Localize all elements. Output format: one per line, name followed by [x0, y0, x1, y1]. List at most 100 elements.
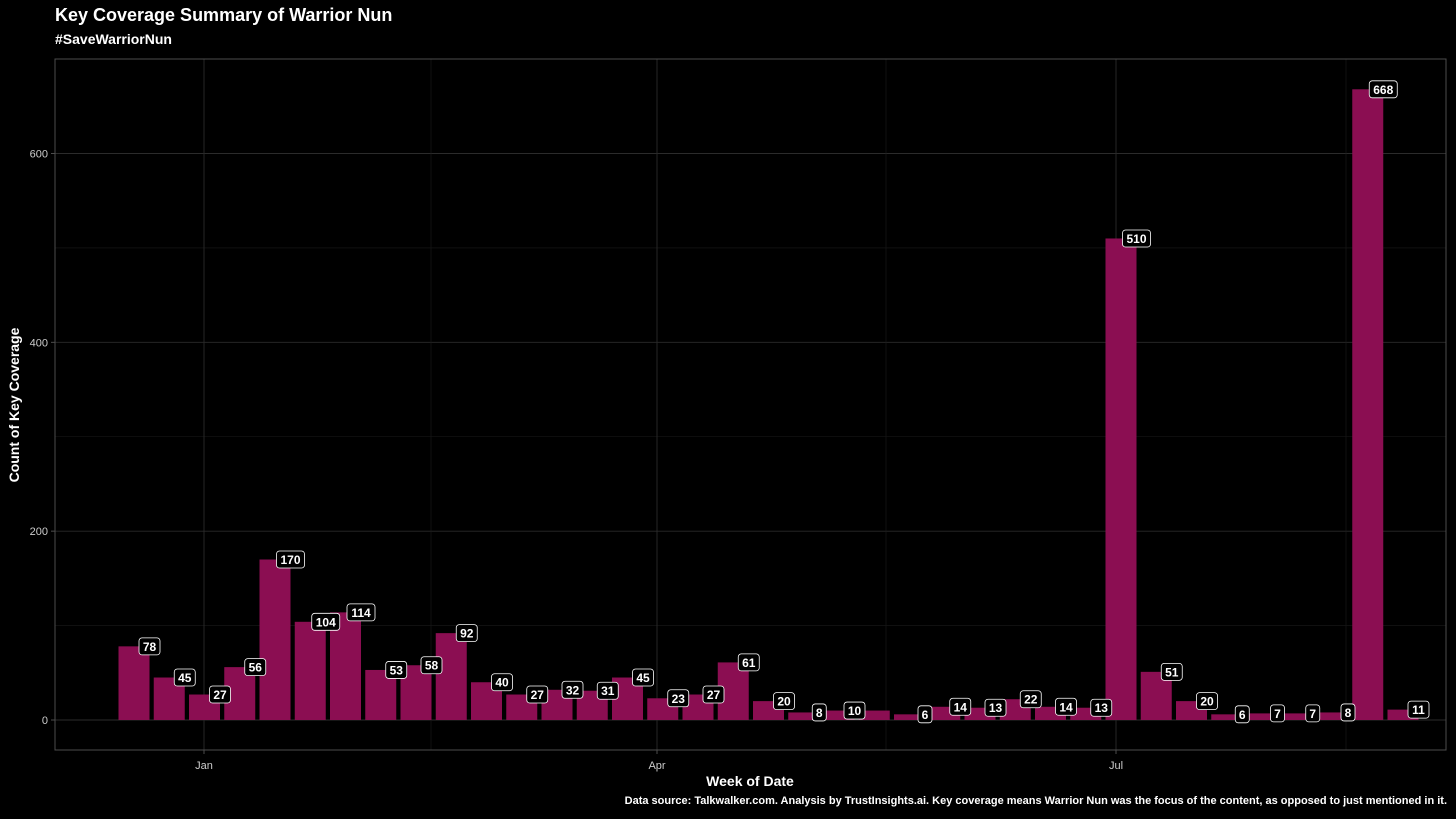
bar-value-label: 510	[1122, 229, 1151, 248]
x-axis-title: Week of Date	[706, 773, 794, 789]
axes: 0 200 400 600 Jan Apr Jul	[30, 149, 1123, 773]
label-box	[385, 661, 408, 679]
bar-value-label: 8	[811, 703, 827, 722]
bar-value-label: 114	[346, 603, 376, 622]
bar-value-label: 78	[138, 637, 161, 656]
label-box	[526, 685, 549, 704]
label-text: 510	[1126, 232, 1146, 246]
label-box	[1340, 703, 1356, 722]
label-box	[596, 681, 619, 700]
bar-value-label: 56	[244, 658, 267, 677]
label-text: 7	[1274, 707, 1281, 721]
label-box	[455, 624, 478, 643]
label-text: 14	[1059, 700, 1073, 714]
x-tick-label: Apr	[648, 760, 665, 772]
chart-caption: Data source: Talkwalker.com. Analysis by…	[624, 795, 1447, 807]
bar-value-label: 53	[385, 661, 408, 679]
bar-value-label: 14	[949, 697, 972, 716]
label-text: 6	[922, 708, 929, 722]
bar-value-label: 14	[1055, 697, 1077, 716]
x-tick-label: Jan	[195, 760, 213, 772]
label-box	[1090, 698, 1113, 717]
label-box	[1160, 662, 1183, 681]
label-box	[917, 705, 933, 724]
x-tick-label: Jul	[1109, 760, 1123, 772]
chart-subtitle: #SaveWarriorNun	[55, 31, 172, 47]
label-text: 20	[1200, 695, 1214, 709]
plot-panel-border	[54, 58, 1447, 751]
bar-value-label: 27	[702, 685, 725, 704]
bar	[1387, 709, 1419, 720]
label-text: 20	[777, 695, 791, 709]
y-tick-label: 200	[30, 526, 48, 538]
bar-value-label: 92	[455, 624, 478, 643]
label-text: 61	[742, 656, 756, 670]
label-text: 51	[1165, 665, 1179, 679]
bars	[118, 89, 1419, 720]
bar-value-label: 13	[1090, 698, 1113, 717]
label-text: 56	[249, 661, 263, 675]
bar-value-label: 51	[1160, 662, 1183, 681]
bar-value-label: 40	[491, 673, 513, 692]
label-text: 27	[213, 688, 227, 702]
label-box	[561, 680, 584, 699]
bar-value-label: 8	[1340, 703, 1356, 722]
bar-value-label: 6	[917, 705, 933, 724]
label-text: 23	[672, 692, 686, 706]
bar	[788, 712, 820, 720]
bar	[435, 633, 467, 720]
label-text: 45	[636, 671, 650, 685]
y-tick-label: 400	[30, 337, 48, 349]
label-text: 6	[1239, 708, 1246, 722]
label-text: 45	[178, 671, 192, 685]
bar	[858, 710, 890, 720]
bar-value-label: 20	[773, 692, 795, 711]
bar-value-label: 32	[561, 680, 584, 699]
label-text: 53	[390, 663, 404, 677]
label-box	[984, 698, 1007, 717]
y-tick-label: 600	[30, 149, 48, 161]
label-text: 104	[316, 615, 336, 629]
label-box	[276, 550, 305, 569]
bar-value-label: 170	[276, 550, 305, 569]
label-box	[773, 692, 795, 711]
label-box	[811, 703, 827, 722]
label-box	[667, 689, 690, 708]
label-text: 10	[848, 704, 862, 718]
label-box	[420, 656, 443, 675]
label-text: 40	[495, 676, 509, 690]
label-box	[843, 701, 866, 720]
bar	[1211, 714, 1243, 720]
label-box	[209, 685, 231, 704]
bar-value-label: 27	[526, 685, 549, 704]
bar-value-label: 11	[1407, 700, 1430, 719]
bar	[894, 714, 925, 720]
label-text: 114	[351, 606, 371, 620]
label-box	[1368, 80, 1398, 99]
bar-value-label: 7	[1305, 704, 1321, 723]
y-axis-title: Count of Key Coverage	[6, 327, 22, 482]
y-tick-label: 0	[42, 715, 48, 727]
bar-value-label: 10	[843, 701, 866, 720]
label-text: 13	[1095, 701, 1109, 715]
bar-value-label: 7	[1270, 704, 1285, 723]
bar-value-label: 45	[632, 668, 654, 687]
label-text: 92	[460, 627, 474, 641]
bar-value-label: 61	[737, 653, 760, 672]
label-text: 11	[1412, 703, 1425, 717]
bar	[1105, 238, 1137, 720]
label-box	[1270, 704, 1285, 723]
label-text: 27	[531, 688, 545, 702]
bar-value-label: 104	[311, 612, 341, 631]
label-box	[311, 612, 341, 631]
bar-value-label: 22	[1019, 690, 1042, 709]
bar	[118, 646, 150, 720]
bar	[294, 621, 326, 720]
label-text: 14	[954, 700, 968, 714]
bar-value-label: 13	[984, 698, 1007, 717]
label-box	[1196, 692, 1218, 711]
label-text: 668	[1373, 83, 1393, 97]
bar-value-label: 20	[1196, 692, 1218, 711]
